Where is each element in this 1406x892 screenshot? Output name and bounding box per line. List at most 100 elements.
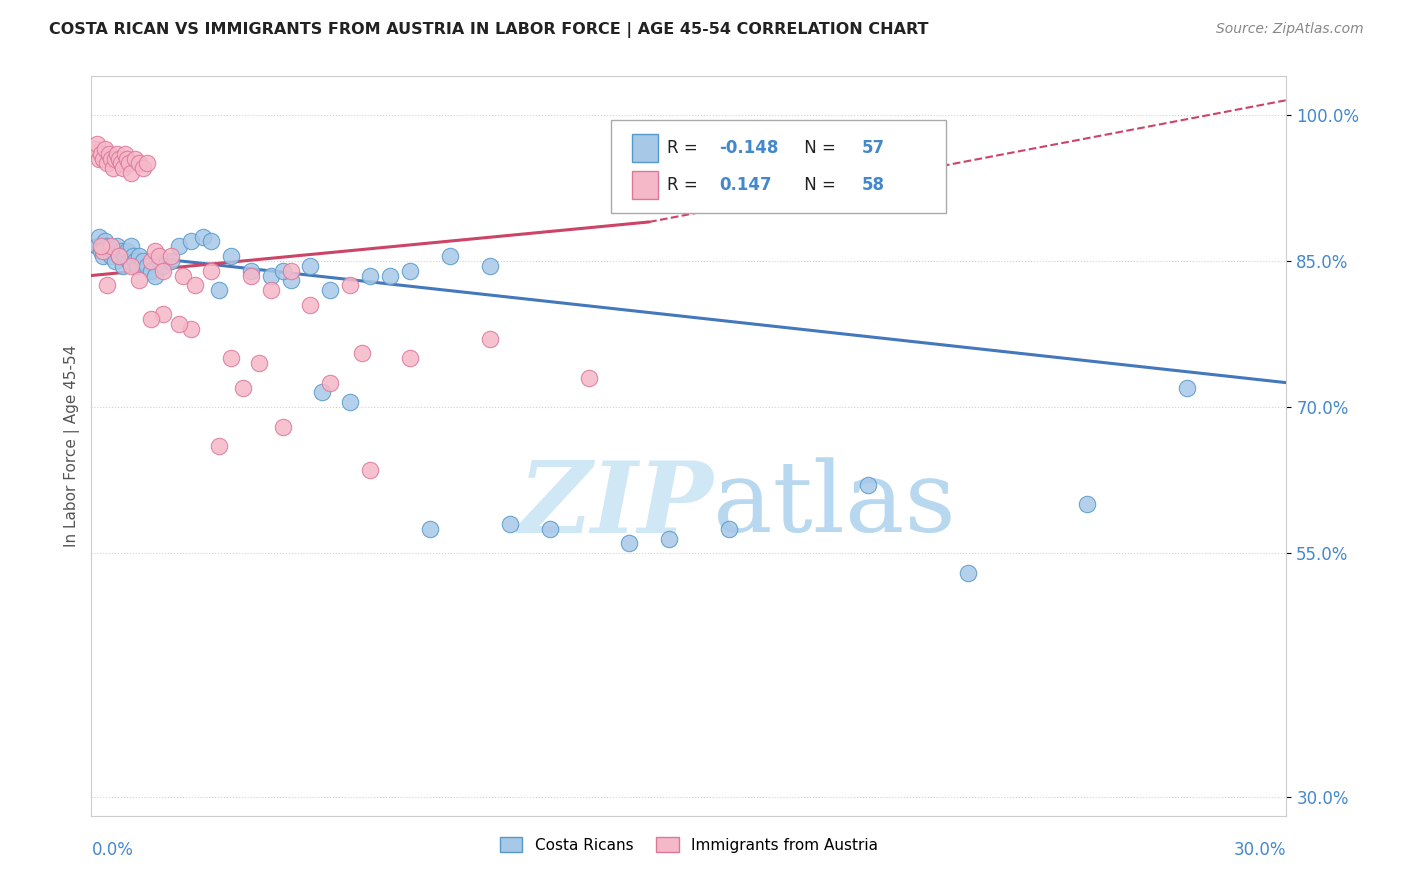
Point — [956, 566, 979, 580]
Point — [108, 152, 131, 166]
Point — [311, 385, 333, 400]
Text: Source: ZipAtlas.com: Source: ZipAtlas.com — [1216, 22, 1364, 37]
Point — [89, 229, 111, 244]
Point — [100, 249, 122, 263]
Point — [115, 244, 138, 259]
Point — [143, 244, 166, 259]
Point — [319, 376, 342, 390]
Point — [127, 259, 149, 273]
Point — [110, 156, 132, 170]
Point — [191, 229, 214, 244]
Point — [132, 161, 155, 176]
Point — [232, 380, 254, 394]
Bar — [631, 134, 658, 161]
Point — [339, 395, 361, 409]
Point — [167, 317, 190, 331]
Point — [658, 532, 681, 546]
Point — [478, 332, 501, 346]
Point — [208, 439, 231, 453]
Legend: Costa Ricans, Immigrants from Austria: Costa Ricans, Immigrants from Austria — [494, 830, 884, 859]
Point — [120, 259, 142, 273]
Point — [271, 263, 294, 277]
Point — [160, 249, 183, 263]
Point — [90, 146, 112, 161]
Point — [132, 253, 155, 268]
Point — [128, 249, 150, 263]
Point — [136, 156, 159, 170]
Text: N =: N = — [799, 176, 841, 194]
Point — [578, 371, 600, 385]
Point — [439, 249, 461, 263]
Point — [148, 249, 170, 263]
Point — [180, 235, 202, 249]
Point — [86, 239, 108, 253]
Point — [124, 253, 146, 268]
Point — [1076, 498, 1098, 512]
Point — [114, 146, 136, 161]
Point — [108, 249, 131, 263]
Point — [122, 249, 145, 263]
Point — [136, 259, 159, 273]
Point — [84, 142, 107, 156]
Point — [280, 273, 302, 287]
Point — [239, 268, 262, 283]
Point — [143, 268, 166, 283]
Point — [319, 283, 342, 297]
Point — [478, 259, 501, 273]
Point — [619, 536, 641, 550]
Point — [118, 156, 141, 170]
Point — [108, 249, 131, 263]
Point — [86, 136, 108, 151]
Point — [118, 253, 141, 268]
Point — [219, 351, 242, 366]
Point — [280, 263, 302, 277]
Point — [259, 268, 281, 283]
Text: 30.0%: 30.0% — [1234, 840, 1286, 858]
Point — [115, 152, 138, 166]
Point — [399, 263, 422, 277]
Point — [247, 356, 270, 370]
Point — [239, 263, 262, 277]
Point — [141, 312, 162, 326]
Text: 57: 57 — [862, 138, 886, 157]
Point — [93, 249, 114, 263]
Point — [141, 253, 162, 268]
Point — [339, 278, 361, 293]
Point — [120, 239, 142, 253]
Point — [419, 522, 441, 536]
Point — [100, 152, 122, 166]
Text: atlas: atlas — [713, 458, 956, 553]
Text: R =: R = — [668, 138, 703, 157]
Point — [96, 239, 118, 253]
Point — [152, 259, 174, 273]
Point — [100, 239, 122, 253]
Point — [104, 253, 127, 268]
Text: ZIP: ZIP — [517, 457, 713, 553]
Text: 58: 58 — [862, 176, 886, 194]
Point — [208, 283, 231, 297]
FancyBboxPatch shape — [612, 120, 946, 213]
Point — [103, 244, 125, 259]
Point — [152, 263, 174, 277]
Point — [124, 152, 146, 166]
Point — [200, 263, 222, 277]
Point — [152, 308, 174, 322]
Point — [160, 253, 183, 268]
Point — [856, 478, 880, 492]
Point — [141, 263, 162, 277]
Point — [93, 152, 114, 166]
Text: N =: N = — [799, 138, 841, 157]
Bar — [631, 170, 658, 199]
Point — [717, 522, 740, 536]
Point — [96, 156, 118, 170]
Point — [104, 152, 127, 166]
Text: COSTA RICAN VS IMMIGRANTS FROM AUSTRIA IN LABOR FORCE | AGE 45-54 CORRELATION CH: COSTA RICAN VS IMMIGRANTS FROM AUSTRIA I… — [49, 22, 929, 38]
Text: 0.0%: 0.0% — [91, 840, 134, 858]
Point — [90, 244, 112, 259]
Point — [93, 244, 114, 259]
Point — [128, 273, 150, 287]
Point — [110, 244, 132, 259]
Point — [538, 522, 561, 536]
Point — [200, 235, 222, 249]
Point — [271, 419, 294, 434]
